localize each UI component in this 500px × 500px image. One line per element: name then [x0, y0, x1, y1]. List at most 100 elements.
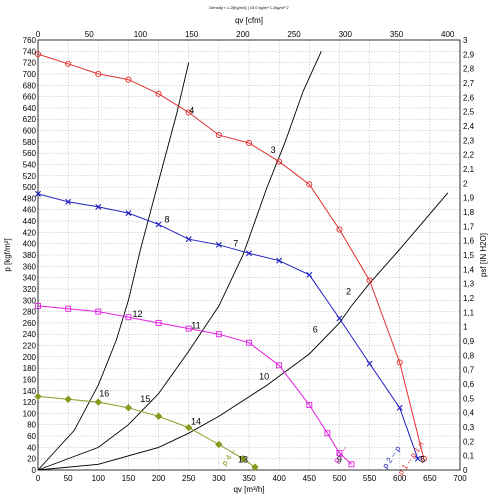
data-point: [396, 404, 403, 411]
y2-tick-label: 1,9: [463, 194, 475, 203]
operating-point-label: 12: [132, 309, 142, 319]
x-tick-label: 550: [363, 474, 377, 483]
x-tick-label: 500: [333, 474, 347, 483]
y-tick-label: 700: [23, 70, 37, 79]
y2-tick-label: 1,6: [463, 237, 475, 246]
operating-point-label: 9: [337, 454, 342, 464]
series-line: [37, 305, 352, 465]
y-axis-label: p [kgf/m²]: [3, 238, 12, 271]
y2-tick-label: 0,6: [463, 380, 475, 389]
operating-point-label: 5: [420, 454, 425, 464]
x-tick-label: 250: [182, 474, 196, 483]
data-point: [35, 190, 41, 197]
data-point: [215, 440, 223, 449]
y-tick-label: 0: [32, 466, 37, 475]
y-tick-label: 600: [23, 127, 37, 136]
data-point: [95, 308, 102, 315]
y-tick-label: 240: [23, 330, 37, 339]
data-point: [94, 398, 102, 406]
y2-tick-label: 1,3: [463, 280, 475, 289]
operating-lines: [37, 51, 449, 471]
data-point: [185, 423, 193, 432]
operating-line: [37, 51, 322, 471]
y-tick-label: 480: [23, 194, 37, 203]
x2-tick-label: 100: [134, 30, 148, 39]
y2-tick-label: 0,8: [463, 351, 475, 360]
y-tick-label: 360: [23, 262, 37, 271]
y-tick-label: 140: [23, 387, 37, 396]
data-point: [65, 305, 72, 312]
y-tick-label: 180: [23, 364, 37, 373]
y2-tick-label: 1,1: [463, 308, 475, 317]
y2-tick-label: 0,4: [463, 409, 475, 418]
x2-tick-label: 50: [85, 30, 94, 39]
y2-tick-label: 1,5: [463, 251, 475, 260]
data-point: [215, 331, 222, 338]
data-point: [35, 302, 41, 309]
x-tick-label: 300: [212, 474, 226, 483]
y2-tick-label: 2,5: [463, 108, 475, 117]
tick-labels: 0 50 100 150 200 250 300 350 400 450 500 550 600 650 7…: [23, 30, 475, 483]
x-axis-label: qv [m³/h]: [233, 485, 264, 494]
x2-axis-label: qv [cfm]: [235, 16, 263, 25]
data-point: [306, 181, 313, 188]
series-line: [37, 395, 256, 468]
x2-tick-label: 300: [339, 30, 353, 39]
x-tick-label: 450: [303, 474, 317, 483]
y2-tick-label: 2,2: [463, 151, 475, 160]
operating-point-label: 2: [346, 286, 351, 296]
y-tick-label: 120: [23, 398, 37, 407]
x2-tick-label: 250: [287, 30, 301, 39]
operating-point-label: 4: [189, 105, 194, 115]
plot-frame: [37, 39, 461, 471]
data-point: [215, 132, 222, 139]
data-point: [276, 257, 283, 264]
y-tick-label: 420: [23, 228, 37, 237]
y2-tick-label: 2,1: [463, 165, 475, 174]
data-point: [185, 325, 192, 332]
data-point: [155, 90, 162, 97]
y-tick-label: 60: [27, 432, 36, 441]
y-tick-label: 80: [27, 421, 36, 430]
data-point: [65, 198, 72, 205]
operating-point-label: 3: [271, 145, 276, 155]
x-tick-label: 400: [272, 474, 286, 483]
data-point: [336, 315, 343, 322]
data-point: [215, 241, 222, 248]
y-tick-label: 540: [23, 160, 37, 169]
data-point: [65, 60, 72, 67]
data-point: [366, 277, 373, 284]
y-tick-label: 220: [23, 342, 37, 351]
x-tick-label: 650: [423, 474, 437, 483]
x-tick-label: 700: [453, 474, 467, 483]
series-curves: [34, 51, 427, 471]
curve-label: p 4 --: [220, 447, 238, 468]
y-tick-label: 40: [27, 443, 36, 452]
data-point: [125, 76, 132, 83]
data-point: [124, 404, 133, 412]
data-point: [414, 455, 421, 462]
series-line: [37, 193, 419, 459]
y-tick-label: 160: [23, 375, 37, 384]
x-tick-label: 150: [122, 474, 136, 483]
y-tick-label: 520: [23, 172, 37, 181]
operating-point-label: 11: [191, 320, 200, 330]
data-point: [125, 314, 132, 321]
y2-tick-label: 0,1: [463, 452, 475, 461]
gridlines: [38, 40, 460, 470]
data-point: [125, 210, 132, 217]
y-tick-label: 580: [23, 138, 37, 147]
data-point: [276, 158, 283, 165]
y-tick-label: 640: [23, 104, 37, 113]
data-point: [185, 236, 192, 243]
y-tick-label: 460: [23, 206, 37, 215]
data-point: [245, 139, 253, 147]
y-tick-label: 560: [23, 149, 37, 158]
data-point: [276, 362, 283, 369]
y2-tick-label: 1,2: [463, 294, 475, 303]
y2-tick-label: 2,6: [463, 93, 475, 102]
series-line: [37, 53, 425, 459]
operating-point-label: 14: [191, 417, 201, 427]
y-tick-label: 500: [23, 183, 37, 192]
data-point: [155, 319, 162, 326]
